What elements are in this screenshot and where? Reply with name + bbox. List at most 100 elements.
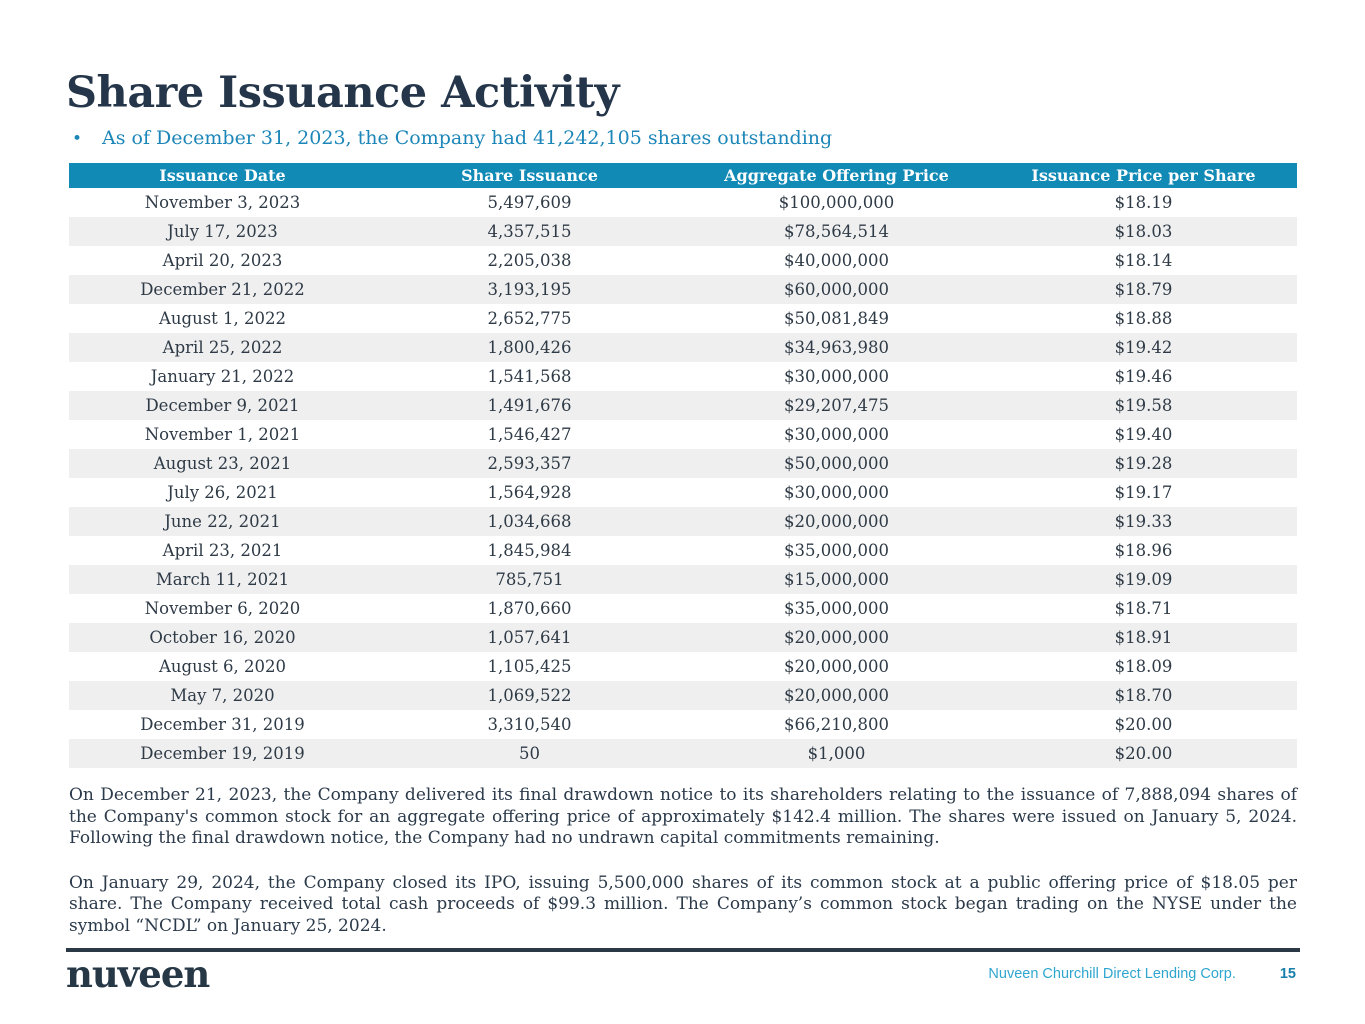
table-cell: 1,491,676 bbox=[487, 396, 572, 416]
table-cell: $40,000,000 bbox=[784, 251, 889, 271]
table-cell: July 26, 2021 bbox=[167, 483, 278, 503]
table-row: January 21, 2022 1,541,568 $30,000,000 $19.… bbox=[69, 362, 1297, 392]
table-cell: $19.58 bbox=[1114, 396, 1173, 416]
table-cell: October 16, 2020 bbox=[149, 628, 296, 648]
table-cell: $66,210,800 bbox=[784, 715, 889, 735]
table-cell: 2,205,038 bbox=[487, 251, 572, 271]
table-row: August 1, 2022 2,652,775 $50,081,849 $18.88 bbox=[69, 304, 1297, 334]
table-row: November 1, 2021 1,546,427 $30,000,000 $19.… bbox=[69, 420, 1297, 450]
table-cell: $50,000,000 bbox=[784, 454, 889, 474]
slide-content: Share Issuance Activity • As of December… bbox=[66, 0, 1299, 937]
table-cell: $29,207,475 bbox=[784, 396, 889, 416]
table-cell: March 11, 2021 bbox=[155, 570, 290, 590]
paragraph-ipo: On January 29, 2024, the Company closed … bbox=[69, 872, 1297, 936]
table-cell: December 9, 2021 bbox=[145, 396, 300, 416]
table-cell: $20.00 bbox=[1114, 715, 1173, 735]
page-title: Share Issuance Activity bbox=[66, 68, 620, 118]
table-cell: 1,034,668 bbox=[487, 512, 572, 532]
table-cell: April 20, 2023 bbox=[162, 251, 283, 271]
table-cell: 3,193,195 bbox=[487, 280, 572, 300]
table-row: April 25, 2022 1,800,426 $34,963,980 $19.42 bbox=[69, 333, 1297, 363]
table-cell: 1,800,426 bbox=[487, 338, 572, 358]
table-row: December 19, 2019 50 $1,000 $20.00 bbox=[69, 739, 1297, 769]
table-cell: November 6, 2020 bbox=[144, 599, 301, 619]
table-row: November 6, 2020 1,870,660 $35,000,000 $18.… bbox=[69, 594, 1297, 624]
table-cell: $18.71 bbox=[1114, 599, 1173, 619]
table-cell: $60,000,000 bbox=[784, 280, 889, 300]
table-cell: July 17, 2023 bbox=[167, 222, 278, 242]
table-cell: $18.70 bbox=[1114, 686, 1173, 706]
table-row: July 26, 2021 1,564,928 $30,000,000 $19.17 bbox=[69, 478, 1297, 508]
table-cell: $78,564,514 bbox=[784, 222, 889, 242]
table-cell: $19.28 bbox=[1114, 454, 1173, 474]
footer-content: nuveen Nuveen Churchill Direct Lending C… bbox=[66, 954, 1300, 993]
table-row: October 16, 2020 1,057,641 $20,000,000 $18.… bbox=[69, 623, 1297, 653]
table-cell: June 22, 2021 bbox=[164, 512, 281, 532]
table-cell: 785,751 bbox=[495, 570, 564, 590]
table-cell: 1,546,427 bbox=[487, 425, 572, 445]
table-cell: $19.42 bbox=[1114, 338, 1173, 358]
table-cell: $20.00 bbox=[1114, 744, 1173, 764]
table-cell: $18.03 bbox=[1114, 222, 1173, 242]
table-cell: 1,845,984 bbox=[487, 541, 572, 561]
table-cell: $18.14 bbox=[1114, 251, 1173, 271]
table-cell: 2,593,357 bbox=[487, 454, 572, 474]
table-cell: $35,000,000 bbox=[784, 541, 889, 561]
table-cell: $20,000,000 bbox=[784, 628, 889, 648]
table-cell: $18.09 bbox=[1114, 657, 1173, 677]
table-row: November 3, 2023 5,497,609 $100,000,000 $18… bbox=[69, 188, 1297, 218]
table-cell: April 25, 2022 bbox=[162, 338, 283, 358]
table-cell: $19.33 bbox=[1114, 512, 1173, 532]
column-header: Issuance Date bbox=[69, 163, 376, 189]
table-cell: August 23, 2021 bbox=[153, 454, 292, 474]
table-cell: $19.09 bbox=[1114, 570, 1173, 590]
table-row: July 17, 2023 4,357,515 $78,564,514 $18.03 bbox=[69, 217, 1297, 247]
table-cell: $30,000,000 bbox=[784, 367, 889, 387]
table-cell: 1,105,425 bbox=[487, 657, 572, 677]
table-cell: 1,541,568 bbox=[487, 367, 572, 387]
table-cell: 5,497,609 bbox=[487, 193, 572, 213]
column-header: Aggregate Offering Price bbox=[683, 163, 990, 189]
table-cell: 1,057,641 bbox=[487, 628, 572, 648]
table-cell: $19.17 bbox=[1114, 483, 1173, 503]
footer-company-name: Nuveen Churchill Direct Lending Corp. bbox=[988, 966, 1236, 982]
table-cell: $18.91 bbox=[1114, 628, 1173, 648]
footer: nuveen Nuveen Churchill Direct Lending C… bbox=[66, 948, 1300, 993]
bullet-icon: • bbox=[72, 129, 83, 150]
table-row: August 6, 2020 1,105,425 $20,000,000 $18.09 bbox=[69, 652, 1297, 682]
table-cell: January 21, 2022 bbox=[150, 367, 295, 387]
table-cell: $19.40 bbox=[1114, 425, 1173, 445]
table-cell: 1,069,522 bbox=[487, 686, 572, 706]
table-cell: November 3, 2023 bbox=[144, 193, 301, 213]
table-cell: 2,652,775 bbox=[487, 309, 572, 329]
page-number: 15 bbox=[1279, 966, 1296, 982]
footer-right: Nuveen Churchill Direct Lending Corp. 15 bbox=[988, 966, 1300, 982]
table-cell: 1,564,928 bbox=[487, 483, 572, 503]
table-cell: April 23, 2021 bbox=[162, 541, 283, 561]
table-body: November 3, 2023 5,497,609 $100,000,000 $18… bbox=[69, 188, 1297, 769]
table-cell: $20,000,000 bbox=[784, 512, 889, 532]
table-row: April 20, 2023 2,205,038 $40,000,000 $18.14 bbox=[69, 246, 1297, 276]
table-cell: December 31, 2019 bbox=[140, 715, 305, 735]
table-row: March 11, 2021 785,751 $15,000,000 $19.09 bbox=[69, 565, 1297, 595]
table-cell: $30,000,000 bbox=[784, 483, 889, 503]
table-cell: 3,310,540 bbox=[487, 715, 572, 735]
nuveen-logo: nuveen bbox=[66, 952, 210, 996]
table-cell: $50,081,849 bbox=[784, 309, 889, 329]
table-row: June 22, 2021 1,034,668 $20,000,000 $19.33 bbox=[69, 507, 1297, 537]
table-cell: $18.79 bbox=[1114, 280, 1173, 300]
table-row: May 7, 2020 1,069,522 $20,000,000 $18.70 bbox=[69, 681, 1297, 711]
table-header-row: Issuance Date Share Issuance Aggregate Off… bbox=[69, 163, 1297, 189]
table-cell: November 1, 2021 bbox=[144, 425, 301, 445]
table-cell: $18.96 bbox=[1114, 541, 1173, 561]
table-cell: $20,000,000 bbox=[784, 686, 889, 706]
table-row: August 23, 2021 2,593,357 $50,000,000 $19.2… bbox=[69, 449, 1297, 479]
paragraph-final-drawdown: On December 21, 2023, the Company delive… bbox=[69, 785, 1297, 849]
bullet-text: As of December 31, 2023, the Company had… bbox=[102, 127, 833, 150]
table-cell: $20,000,000 bbox=[784, 657, 889, 677]
table-cell: $35,000,000 bbox=[784, 599, 889, 619]
table-cell: August 6, 2020 bbox=[158, 657, 287, 677]
table-cell: 1,870,660 bbox=[487, 599, 572, 619]
table-cell: $18.19 bbox=[1114, 193, 1173, 213]
